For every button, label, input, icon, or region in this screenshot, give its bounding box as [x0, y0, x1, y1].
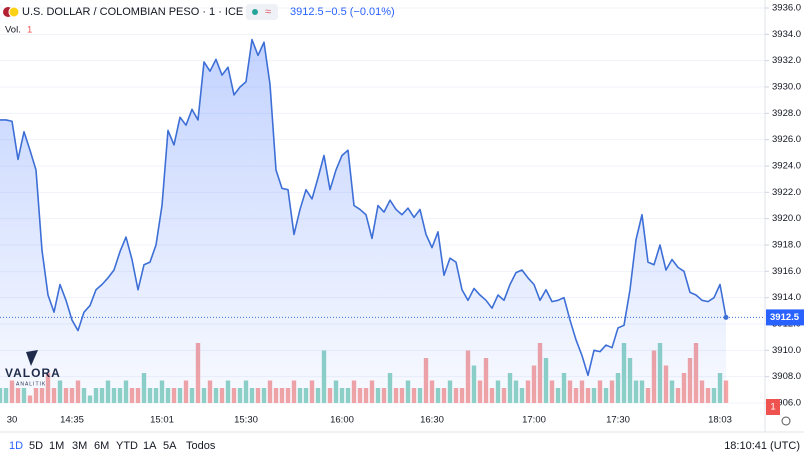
y-tick-label: 3922.0 — [772, 187, 801, 198]
last-point — [723, 314, 729, 320]
x-tick-label: 15:01 — [150, 415, 174, 426]
y-tick-label: 3932.0 — [772, 55, 801, 66]
price-badge-label: 3912.5 — [770, 312, 800, 323]
vol-value: 1 — [27, 25, 32, 36]
y-tick-label: 3928.0 — [772, 108, 801, 119]
x-tick-label: 18:03 — [708, 415, 732, 426]
area-fill — [0, 39, 726, 403]
range-button[interactable]: 3M — [72, 440, 87, 452]
watermark-sub: ANALITIK — [16, 381, 46, 387]
volume-badge — [766, 399, 780, 415]
range-button[interactable]: 1D — [9, 440, 23, 452]
y-tick-label: 3936.0 — [772, 3, 801, 14]
y-tick-label: 3910.0 — [772, 345, 801, 356]
y-tick-label: 3916.0 — [772, 266, 801, 277]
x-tick-label: 14:35 — [60, 415, 84, 426]
y-tick-label: 3918.0 — [772, 240, 801, 251]
y-tick-label: 3930.0 — [772, 82, 801, 93]
vol-label: Vol. — [5, 25, 21, 36]
x-tick-label: 16:30 — [420, 415, 444, 426]
clock: 18:10:41 (UTC) — [724, 440, 800, 452]
change: −0.5 (−0.01%) — [325, 6, 395, 18]
y-tick-label: 3920.0 — [772, 213, 801, 224]
x-tick-label: 15:30 — [234, 415, 258, 426]
watermark: VALORA — [5, 366, 61, 380]
range-button[interactable]: Todos — [186, 440, 216, 452]
market-dot — [252, 9, 258, 15]
logo — [26, 350, 38, 366]
price: 3912.5 — [290, 6, 324, 18]
y-tick-label: 3914.0 — [772, 292, 801, 303]
range-button[interactable]: YTD — [116, 440, 138, 452]
y-tick-label: 3924.0 — [772, 161, 801, 172]
price-badge — [766, 309, 804, 326]
settings-icon[interactable] — [781, 416, 791, 426]
range-button[interactable]: 5A — [163, 440, 177, 452]
price-line — [0, 38, 727, 377]
flag-icon — [8, 6, 20, 18]
volume-badge-label: 1 — [770, 402, 775, 413]
x-tick-label: 17:30 — [606, 415, 630, 426]
y-tick-label: 3908.0 — [772, 371, 801, 382]
range-button[interactable]: 1M — [49, 440, 64, 452]
range-button[interactable]: 5D — [29, 440, 43, 452]
symbol: U.S. DOLLAR / COLOMBIAN PESO · 1 · ICE — [22, 6, 243, 18]
range-button[interactable]: 1A — [143, 440, 157, 452]
y-tick-label: 3926.0 — [772, 134, 801, 145]
range-button[interactable]: 6M — [94, 440, 109, 452]
y-tick-label: 3906.0 — [772, 398, 801, 409]
status-badge[interactable] — [246, 4, 278, 20]
x-tick-label: 30 — [7, 415, 18, 426]
badge: ≈ — [265, 6, 271, 18]
x-tick-label: 16:00 — [330, 415, 354, 426]
y-tick-label: 3934.0 — [772, 29, 801, 40]
x-tick-label: 17:00 — [522, 415, 546, 426]
